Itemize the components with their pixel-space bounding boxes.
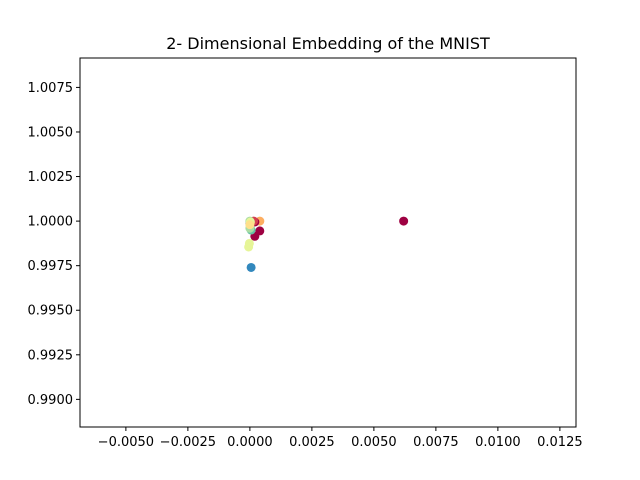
- y-tick-label: 1.0025: [28, 170, 74, 185]
- x-tick-label: 0.0025: [289, 435, 335, 450]
- x-tick-label: 0.0000: [227, 435, 273, 450]
- data-point: [244, 238, 254, 248]
- plot-area-frame: [79, 57, 577, 428]
- x-tick-label: 0.0075: [413, 435, 459, 450]
- x-tick-label: −0.0025: [160, 435, 216, 450]
- y-tick-label: 1.0000: [28, 215, 74, 230]
- x-tick-label: 0.0125: [537, 435, 583, 450]
- data-point: [255, 226, 265, 236]
- x-tick-label: −0.0050: [98, 435, 154, 450]
- y-tick-label: 0.9925: [28, 348, 74, 363]
- y-tick-label: 0.9900: [28, 393, 74, 408]
- data-point: [399, 216, 409, 226]
- x-axis: −0.0050 −0.0025 0.0000 0.0025 0.0050 0.0075 0.…: [98, 427, 583, 450]
- x-tick-label: 0.0100: [475, 435, 521, 450]
- y-tick-label: 0.9950: [28, 304, 74, 319]
- data-points: [244, 216, 409, 272]
- x-tick-label: 0.0050: [351, 435, 397, 450]
- y-tick-label: 1.0075: [28, 81, 74, 96]
- data-point: [245, 220, 255, 230]
- data-point: [246, 262, 256, 272]
- chart-title: 2- Dimensional Embedding of the MNIST: [166, 34, 490, 53]
- y-axis: 0.9900 0.9925 0.9950 0.9975 1.0000 1.0025 1.00…: [28, 81, 80, 408]
- y-tick-label: 0.9975: [28, 259, 74, 274]
- y-tick-label: 1.0050: [28, 125, 74, 140]
